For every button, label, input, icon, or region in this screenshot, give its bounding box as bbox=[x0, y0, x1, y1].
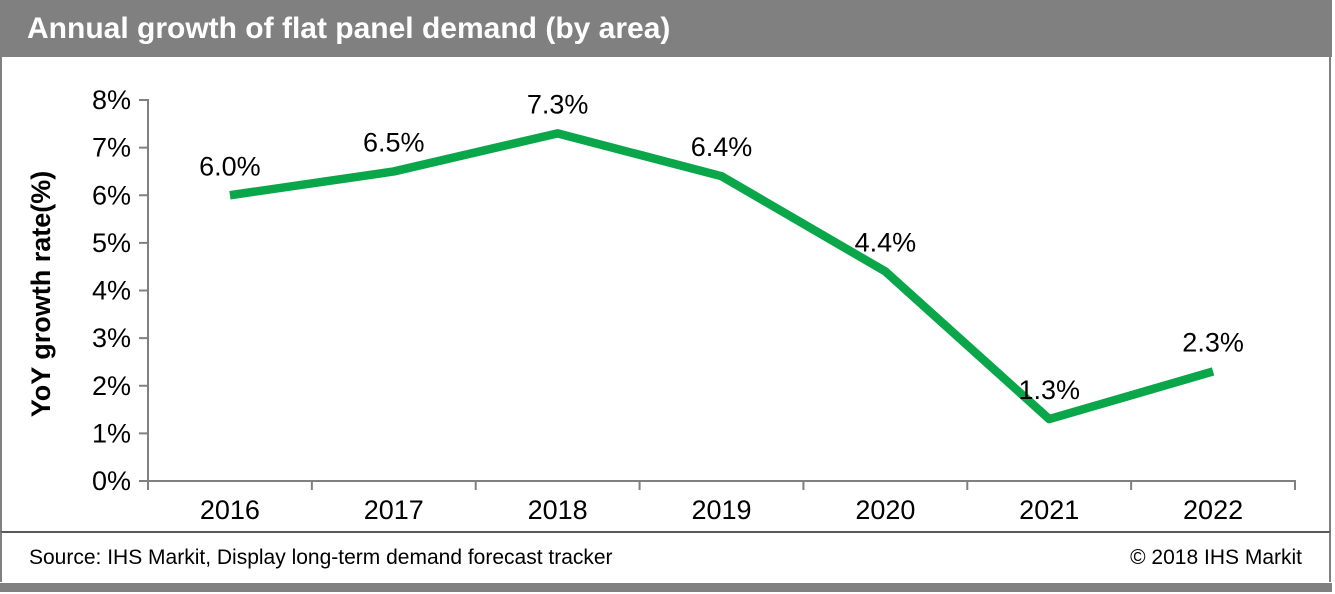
svg-text:0%: 0% bbox=[92, 466, 131, 496]
y-axis-title: YoY growth rate(%) bbox=[26, 170, 56, 418]
svg-text:8%: 8% bbox=[92, 85, 131, 115]
svg-text:3%: 3% bbox=[92, 323, 131, 353]
svg-text:6.0%: 6.0% bbox=[199, 151, 261, 181]
svg-text:7.3%: 7.3% bbox=[527, 89, 589, 119]
svg-text:2020: 2020 bbox=[855, 495, 915, 525]
line-chart: 0% 1% 2% 3% 4% 5% 6% 7% 8% 2016 2017 2018 2019 2020 20… bbox=[92, 85, 1296, 525]
svg-text:2017: 2017 bbox=[364, 495, 424, 525]
chart-title: Annual growth of flat panel demand (by a… bbox=[27, 11, 671, 45]
copyright-text: © 2018 IHS Markit bbox=[1130, 545, 1302, 569]
svg-text:5%: 5% bbox=[92, 228, 131, 258]
svg-text:2.3%: 2.3% bbox=[1182, 327, 1244, 357]
svg-text:6%: 6% bbox=[92, 180, 131, 210]
svg-text:2022: 2022 bbox=[1183, 495, 1243, 525]
svg-text:7%: 7% bbox=[92, 133, 131, 163]
chart-title-bar: Annual growth of flat panel demand (by a… bbox=[0, 0, 1332, 57]
svg-text:2019: 2019 bbox=[691, 495, 751, 525]
svg-text:6.4%: 6.4% bbox=[691, 132, 753, 162]
svg-text:4%: 4% bbox=[92, 276, 131, 306]
bottom-bar bbox=[0, 583, 1332, 592]
svg-text:2021: 2021 bbox=[1019, 495, 1079, 525]
svg-text:1%: 1% bbox=[92, 418, 131, 448]
svg-text:1.3%: 1.3% bbox=[1018, 375, 1080, 405]
svg-text:6.5%: 6.5% bbox=[363, 127, 425, 157]
svg-text:2%: 2% bbox=[92, 371, 131, 401]
svg-text:4.4%: 4.4% bbox=[855, 227, 917, 257]
svg-text:2018: 2018 bbox=[528, 495, 588, 525]
chart-body: 0% 1% 2% 3% 4% 5% 6% 7% 8% 2016 2017 2018 2019 2020 20… bbox=[0, 57, 1331, 531]
footer: Source: IHS Markit, Display long-term de… bbox=[0, 531, 1331, 582]
source-text: Source: IHS Markit, Display long-term de… bbox=[29, 545, 613, 569]
svg-text:2016: 2016 bbox=[200, 495, 260, 525]
